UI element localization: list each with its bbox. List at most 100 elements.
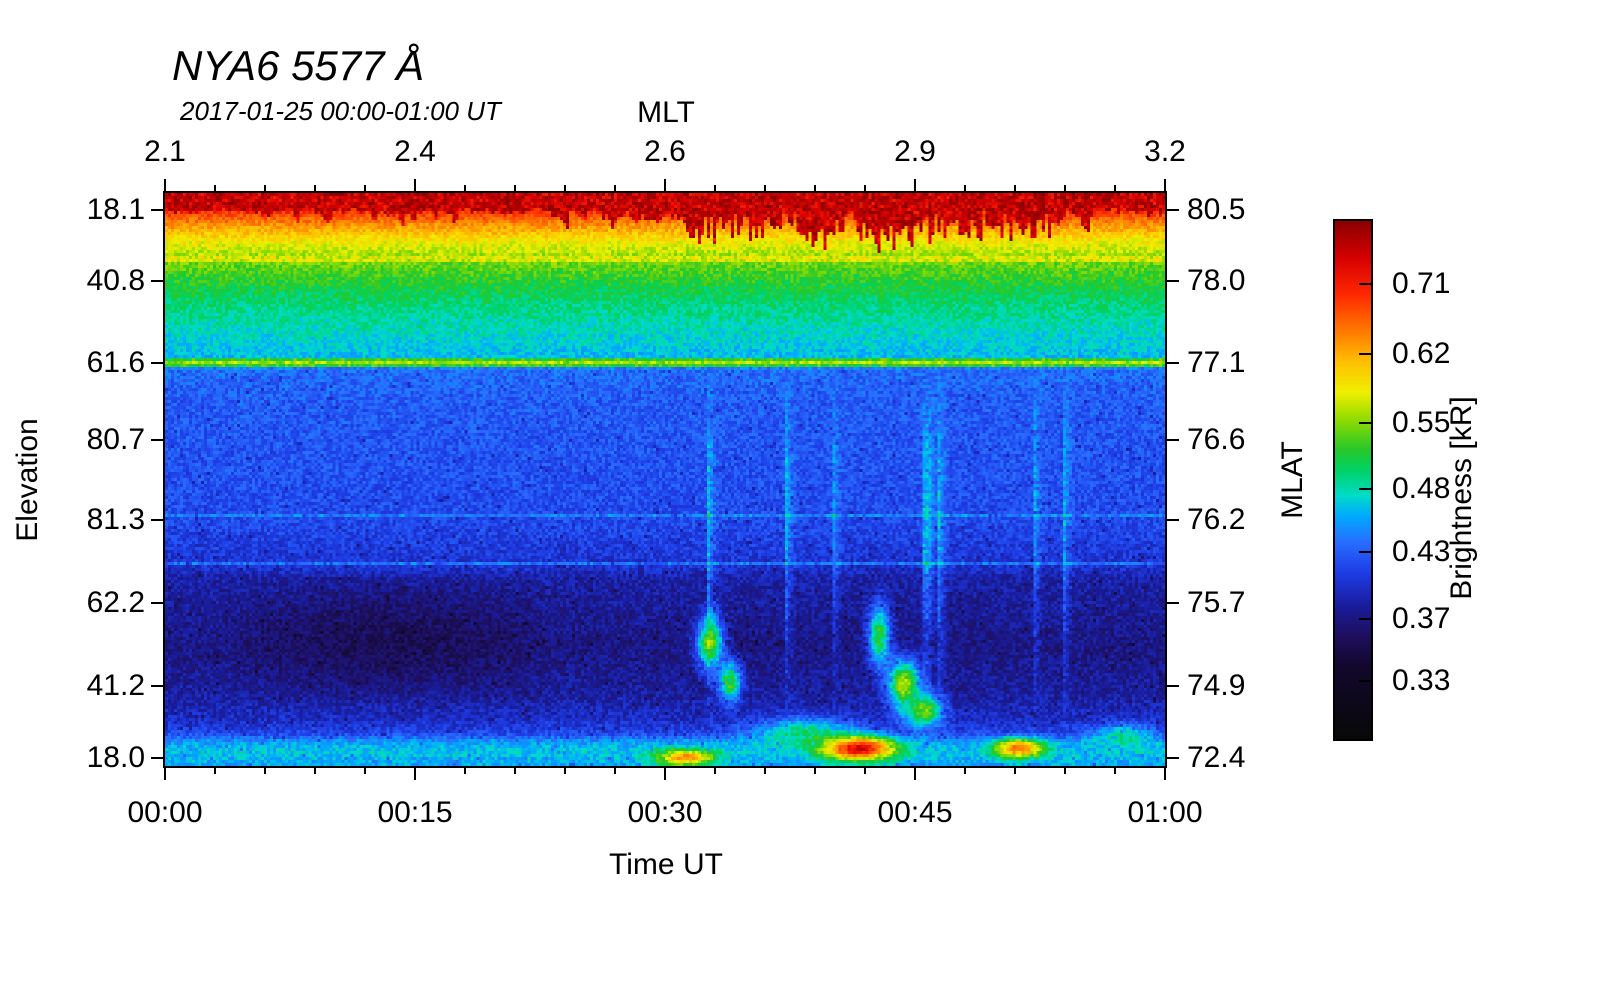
bottom-tick-mark bbox=[1164, 768, 1166, 780]
bottom-tick-label: 00:15 bbox=[377, 796, 453, 829]
top-minor-tick bbox=[714, 185, 716, 191]
colorbar-tick-mark bbox=[1359, 283, 1371, 286]
bottom-minor-tick bbox=[1064, 768, 1066, 774]
heatmap-canvas bbox=[165, 193, 1165, 766]
colorbar-tick-label: 0.33 bbox=[1392, 663, 1451, 697]
left-tick-mark bbox=[151, 685, 163, 688]
top-minor-tick bbox=[214, 185, 216, 191]
bottom-minor-tick bbox=[564, 768, 566, 774]
right-axis-label: MLAT bbox=[1276, 441, 1309, 519]
colorbar-tick-label: 0.62 bbox=[1392, 337, 1451, 371]
left-axis-label: Elevation bbox=[11, 418, 44, 542]
left-tick-label: 41.2 bbox=[86, 669, 145, 703]
bottom-minor-tick bbox=[214, 768, 216, 774]
colorbar-tick-mark bbox=[1359, 617, 1371, 620]
right-tick-mark bbox=[1167, 361, 1179, 364]
left-tick-mark bbox=[151, 601, 163, 604]
top-tick-label: 2.4 bbox=[394, 135, 436, 168]
bottom-minor-tick bbox=[264, 768, 266, 774]
right-tick-mark bbox=[1167, 279, 1179, 282]
bottom-tick-mark bbox=[164, 768, 166, 780]
left-tick-label: 62.2 bbox=[86, 585, 145, 619]
left-tick-mark bbox=[151, 438, 163, 441]
top-tick-mark bbox=[1164, 179, 1166, 191]
bottom-minor-tick bbox=[364, 768, 366, 774]
top-minor-tick bbox=[464, 185, 466, 191]
bottom-tick-label: 00:30 bbox=[627, 796, 703, 829]
bottom-tick-label: 01:00 bbox=[1127, 796, 1203, 829]
top-minor-tick bbox=[614, 185, 616, 191]
right-tick-label: 76.2 bbox=[1187, 502, 1246, 536]
bottom-tick-label: 00:00 bbox=[127, 796, 203, 829]
top-minor-tick bbox=[564, 185, 566, 191]
top-minor-tick bbox=[814, 185, 816, 191]
heatmap-plot bbox=[163, 191, 1167, 768]
right-tick-mark bbox=[1167, 601, 1179, 604]
right-tick-label: 74.9 bbox=[1187, 669, 1246, 703]
bottom-minor-tick bbox=[614, 768, 616, 774]
colorbar-tick-mark bbox=[1359, 487, 1371, 490]
right-tick-mark bbox=[1167, 685, 1179, 688]
left-tick-mark bbox=[151, 361, 163, 364]
top-minor-tick bbox=[364, 185, 366, 191]
colorbar-tick-label: 0.71 bbox=[1392, 267, 1451, 301]
top-minor-tick bbox=[864, 185, 866, 191]
bottom-minor-tick bbox=[464, 768, 466, 774]
top-minor-tick bbox=[1014, 185, 1016, 191]
bottom-minor-tick bbox=[514, 768, 516, 774]
bottom-minor-tick bbox=[864, 768, 866, 774]
colorbar-tick-mark bbox=[1359, 353, 1371, 356]
left-tick-label: 81.3 bbox=[86, 502, 145, 536]
left-tick-mark bbox=[151, 756, 163, 759]
right-tick-label: 80.5 bbox=[1187, 193, 1246, 227]
left-tick-label: 18.1 bbox=[86, 193, 145, 227]
left-tick-mark bbox=[151, 209, 163, 212]
right-tick-mark bbox=[1167, 438, 1179, 441]
top-minor-tick bbox=[964, 185, 966, 191]
bottom-tick-mark bbox=[414, 768, 416, 780]
right-tick-mark bbox=[1167, 756, 1179, 759]
bottom-minor-tick bbox=[814, 768, 816, 774]
bottom-minor-tick bbox=[1114, 768, 1116, 774]
top-tick-mark bbox=[664, 179, 666, 191]
top-axis-label: MLT bbox=[637, 96, 695, 129]
top-tick-label: 2.6 bbox=[644, 135, 686, 168]
bottom-tick-mark bbox=[914, 768, 916, 780]
colorbar-tick-label: 0.37 bbox=[1392, 601, 1451, 635]
colorbar-gradient-canvas bbox=[1335, 221, 1371, 739]
bottom-minor-tick bbox=[314, 768, 316, 774]
right-tick-label: 75.7 bbox=[1187, 585, 1246, 619]
colorbar-tick-label: 0.55 bbox=[1392, 406, 1451, 440]
bottom-minor-tick bbox=[964, 768, 966, 774]
bottom-minor-tick bbox=[714, 768, 716, 774]
left-tick-mark bbox=[151, 279, 163, 282]
left-tick-label: 61.6 bbox=[86, 345, 145, 379]
top-minor-tick bbox=[764, 185, 766, 191]
colorbar-tick-mark bbox=[1359, 551, 1371, 553]
top-minor-tick bbox=[314, 185, 316, 191]
plot-subtitle: 2017-01-25 00:00-01:00 UT bbox=[180, 96, 501, 126]
bottom-tick-mark bbox=[664, 768, 666, 780]
right-tick-mark bbox=[1167, 518, 1179, 521]
right-tick-mark bbox=[1167, 209, 1179, 212]
colorbar-tick-label: 0.48 bbox=[1392, 471, 1451, 505]
top-tick-mark bbox=[414, 179, 416, 191]
colorbar bbox=[1333, 219, 1373, 741]
plot-title: NYA6 5577 Å bbox=[172, 42, 425, 89]
top-minor-tick bbox=[1114, 185, 1116, 191]
colorbar-tick-mark bbox=[1359, 679, 1371, 682]
bottom-minor-tick bbox=[764, 768, 766, 774]
top-tick-label: 2.9 bbox=[894, 135, 936, 168]
top-tick-label: 3.2 bbox=[1144, 135, 1186, 168]
bottom-axis-label: Time UT bbox=[609, 848, 723, 881]
bottom-minor-tick bbox=[1014, 768, 1016, 774]
right-tick-label: 77.1 bbox=[1187, 345, 1246, 379]
right-tick-label: 78.0 bbox=[1187, 263, 1246, 297]
top-minor-tick bbox=[1064, 185, 1066, 191]
left-tick-label: 80.7 bbox=[86, 422, 145, 456]
left-tick-label: 18.0 bbox=[86, 740, 145, 774]
right-tick-label: 72.4 bbox=[1187, 740, 1246, 774]
top-minor-tick bbox=[514, 185, 516, 191]
top-tick-label: 2.1 bbox=[144, 135, 186, 168]
